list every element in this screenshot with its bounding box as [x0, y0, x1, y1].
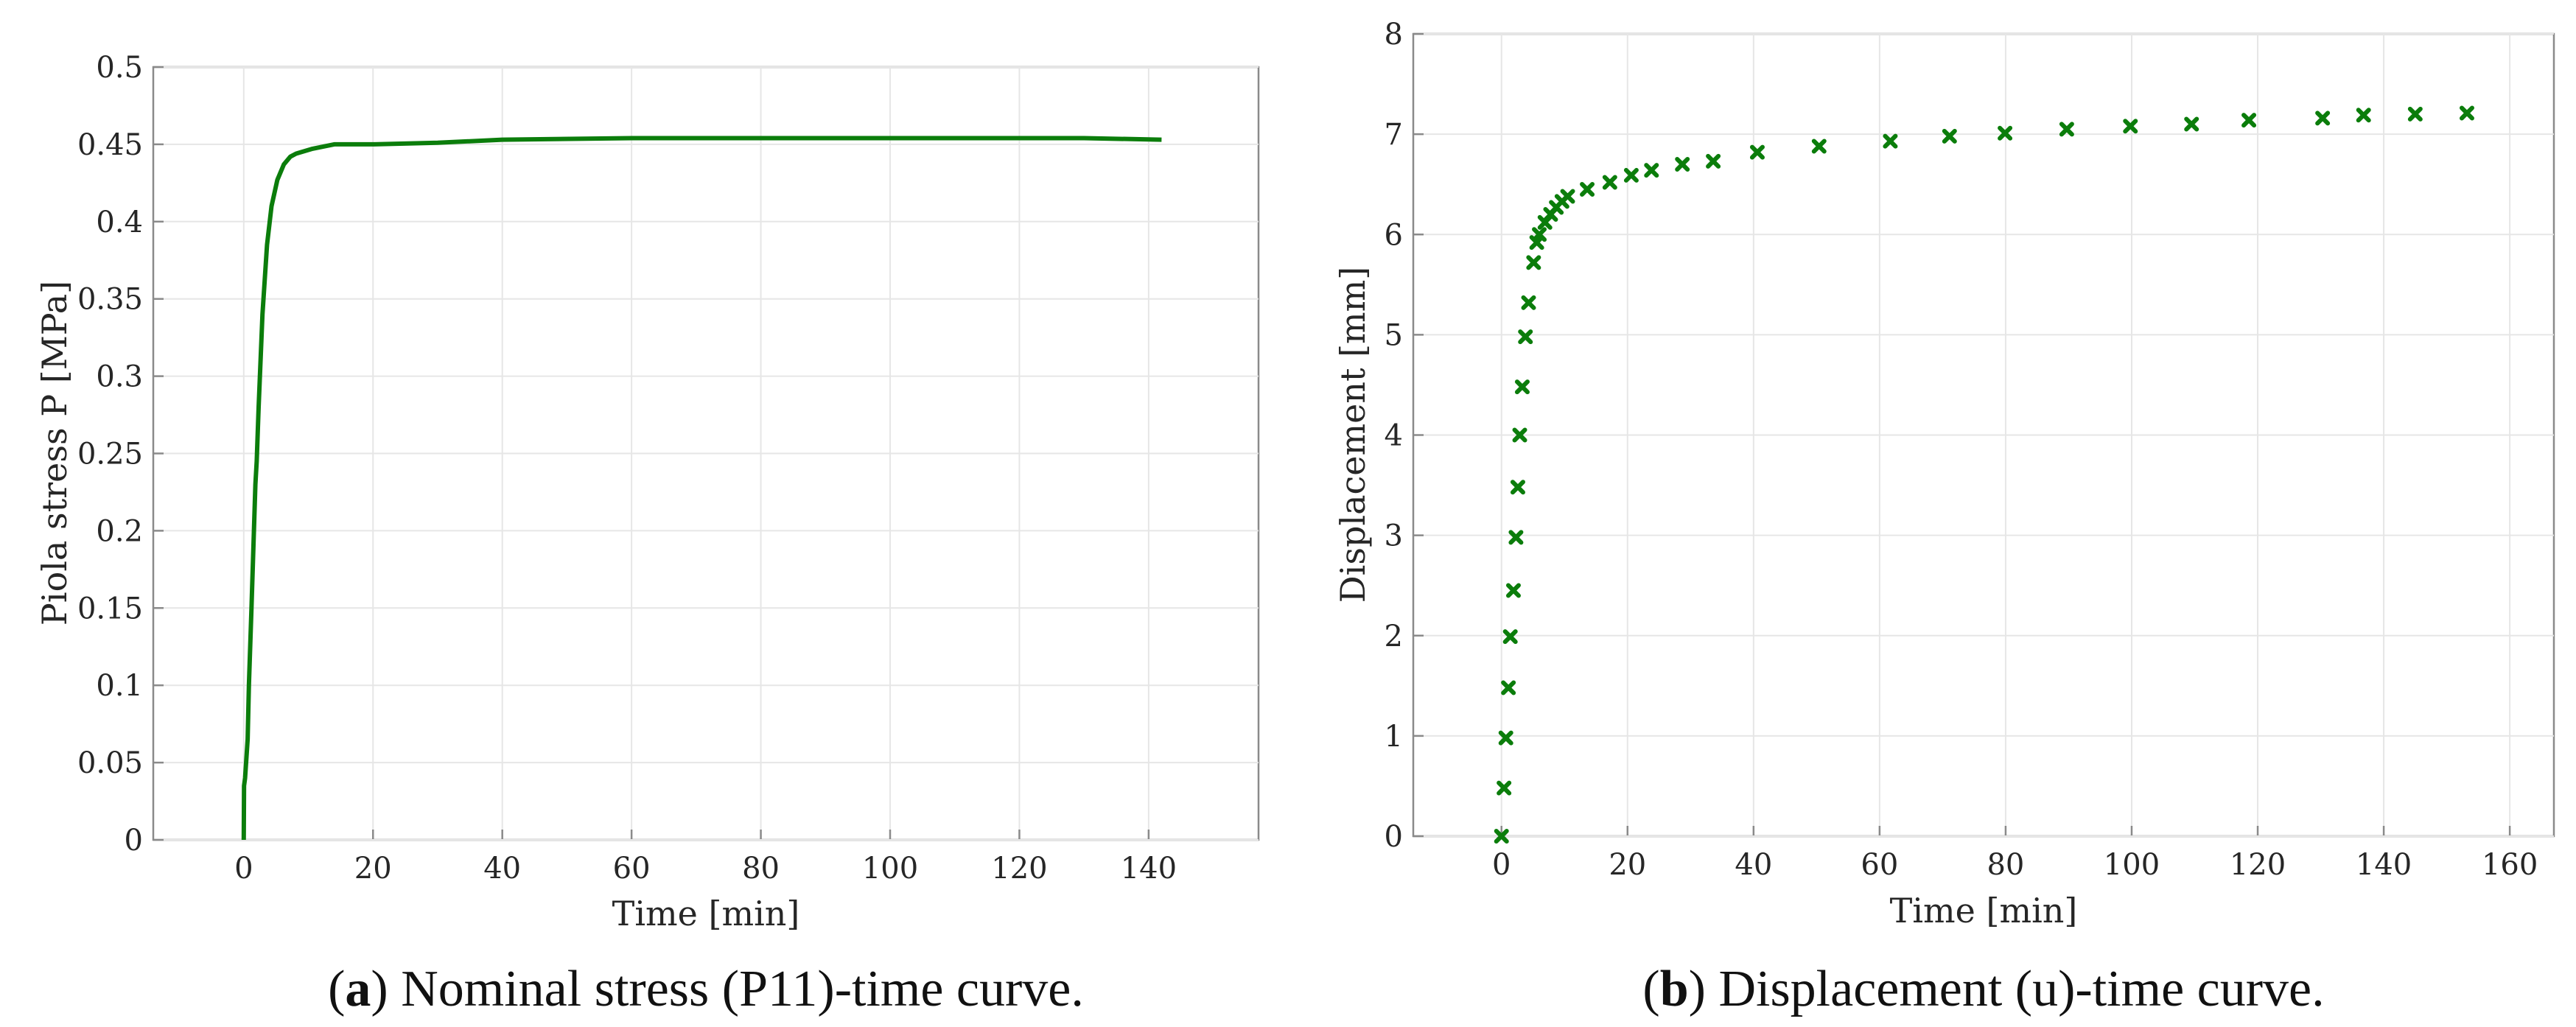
stress-series-line — [241, 136, 1162, 841]
data-point — [1526, 255, 1541, 270]
data-point — [1518, 329, 1533, 345]
caption-b-text: Displacement (u)-time curve. — [1718, 961, 2324, 1017]
tick-labels-a: 0 20 40 60 80 100 120 140 0 0.05 0.1 0.15 0.2 0.25 0.3… — [77, 51, 1177, 886]
data-point — [1494, 829, 1509, 844]
caption-b-letter: b — [1660, 961, 1689, 1017]
data-point — [1505, 583, 1521, 598]
y-tick-label: 0.45 — [77, 128, 143, 162]
caption-b-open: ( — [1642, 961, 1659, 1017]
y-tick-label: 1 — [1385, 720, 1403, 754]
y-tick-label: 0.05 — [77, 746, 143, 780]
displacement-time-chart: 0 20 40 60 80 100 120 140 160 0 1 2 3 4 5 6 7 8 Time [min… — [1333, 18, 2555, 930]
x-tick-label: 100 — [2104, 848, 2160, 882]
data-point — [2356, 108, 2371, 123]
data-point — [1560, 189, 1575, 204]
x-tick-label: 40 — [483, 852, 521, 886]
data-point — [1675, 156, 1690, 172]
y-tick-label: 2 — [1385, 620, 1403, 653]
grid-b — [1413, 32, 2554, 838]
x-tick-label: 20 — [354, 852, 392, 886]
data-point — [1501, 680, 1516, 695]
y-tick-label: 0 — [1385, 820, 1403, 854]
displacement-series-points — [1494, 105, 2474, 844]
data-point — [2184, 116, 2199, 132]
caption-a-open: ( — [328, 961, 345, 1017]
data-point — [1883, 133, 1898, 149]
data-point — [1602, 175, 1617, 190]
data-point — [1498, 730, 1513, 746]
tick-labels-b: 0 20 40 60 80 100 120 140 160 0 1 2 3 4 5 6 7 8 — [1385, 18, 2538, 882]
caption-a-close: ) — [371, 961, 401, 1017]
data-point — [1510, 480, 1525, 495]
y-tick-label: 0.4 — [96, 206, 143, 239]
y-tick-label: 0.2 — [96, 514, 143, 548]
y-tick-label: 0 — [125, 824, 143, 858]
y-tick-label: 8 — [1385, 18, 1403, 52]
caption-b-close: ) — [1689, 961, 1719, 1017]
data-point — [2459, 105, 2474, 121]
x-tick-label: 60 — [613, 852, 651, 886]
x-tick-label: 120 — [991, 852, 1047, 886]
x-tick-label: 0 — [1492, 848, 1511, 882]
data-point — [1521, 295, 1536, 310]
stress-time-chart: 0 20 40 60 80 100 120 140 0 0.05 0.1 0.15 0.2 0.25 0.3… — [35, 51, 1260, 933]
data-point — [1811, 139, 1827, 154]
x-tick-label: 100 — [862, 852, 918, 886]
data-point — [1512, 427, 1527, 443]
data-point — [1532, 227, 1547, 242]
caption-a-letter: a — [345, 961, 371, 1017]
x-tick-label: 120 — [2230, 848, 2286, 882]
grid-a — [153, 66, 1259, 841]
data-point — [1497, 780, 1512, 796]
y-tick-label: 5 — [1385, 318, 1403, 352]
y-tick-label: 0.5 — [96, 51, 143, 85]
x-tick-label: 160 — [2482, 848, 2538, 882]
x-tick-label: 80 — [1987, 848, 2024, 882]
caption-a-text: Nominal stress (P11)-time curve. — [401, 961, 1084, 1017]
data-point — [2407, 106, 2423, 122]
x-tick-label: 140 — [1121, 852, 1177, 886]
data-point — [2059, 122, 2074, 137]
y-tick-label: 7 — [1385, 118, 1403, 152]
x-tick-label: 80 — [742, 852, 780, 886]
x-tick-label: 40 — [1735, 848, 1772, 882]
data-point — [2315, 111, 2331, 126]
x-tick-label: 20 — [1609, 848, 1646, 882]
y-tick-label: 6 — [1385, 218, 1403, 252]
data-point — [1998, 125, 2013, 141]
caption-a: (a) Nominal stress (P11)-time curve. — [328, 961, 1084, 1017]
x-axis-label-b: Time [min] — [1890, 891, 2078, 930]
y-tick-label: 0.3 — [96, 360, 143, 394]
data-point — [2123, 119, 2138, 134]
data-point — [1508, 530, 1524, 545]
data-point — [1749, 144, 1765, 160]
y-axis-label-b: Displacement [mm] — [1333, 267, 1373, 603]
y-tick-label: 4 — [1385, 419, 1403, 453]
data-point — [1514, 379, 1530, 395]
data-point — [2241, 113, 2257, 128]
y-tick-label: 0.35 — [77, 283, 143, 317]
x-tick-label: 140 — [2356, 848, 2412, 882]
x-tick-label: 0 — [234, 852, 253, 886]
data-point — [1942, 128, 1957, 144]
data-point — [1706, 153, 1721, 169]
y-tick-label: 0.15 — [77, 592, 143, 625]
data-point — [1644, 163, 1659, 178]
x-tick-label: 60 — [1861, 848, 1898, 882]
data-point — [1502, 629, 1518, 645]
caption-b: (b) Displacement (u)-time curve. — [1642, 961, 2324, 1017]
y-tick-label: 0.25 — [77, 438, 143, 472]
data-point — [1580, 181, 1595, 197]
y-axis-label-a: Piola stress P [MPa] — [35, 281, 74, 625]
x-axis-label-a: Time [min] — [612, 894, 800, 933]
data-point — [1623, 167, 1639, 183]
y-tick-label: 0.1 — [96, 669, 143, 703]
y-tick-label: 3 — [1385, 519, 1403, 553]
